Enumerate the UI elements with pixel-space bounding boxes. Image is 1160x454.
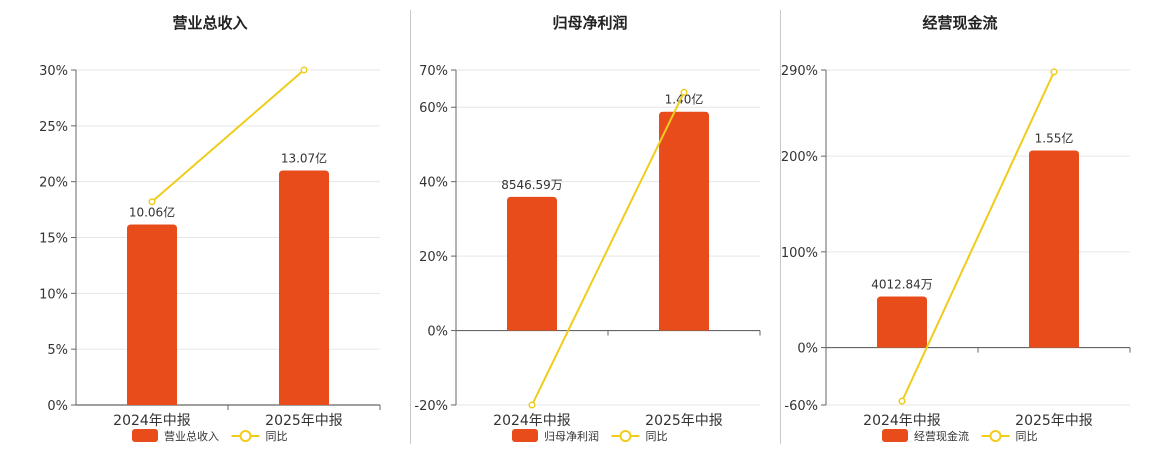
y-tick-label: 25% — [39, 120, 68, 135]
yoy-line — [901, 71, 1055, 402]
y-tick-label: 10% — [39, 287, 68, 302]
x-tick-label: 2024年中报 — [493, 413, 571, 429]
y-tick-label: -20% — [414, 399, 448, 414]
bar-value-label: 8546.59万 — [501, 178, 563, 192]
y-tick-label: 200% — [781, 150, 818, 165]
y-tick-label: 290% — [781, 64, 818, 79]
y-tick-label: 100% — [781, 246, 818, 261]
bar — [127, 224, 177, 405]
x-tick-label: 2025年中报 — [265, 413, 343, 429]
legend-line-label: 同比 — [646, 430, 668, 443]
yoy-point — [148, 198, 156, 206]
x-tick-label: 2024年中报 — [863, 413, 941, 429]
x-tick-label: 2024年中报 — [113, 413, 191, 429]
y-tick-label: 30% — [39, 64, 68, 79]
yoy-point — [528, 401, 536, 409]
chart-net-profit: -20% 0% 20% 40% 60% 70% 8546.59万 1.40亿 2024年中报 20… — [414, 64, 761, 443]
chart-revenue: 0% 5% 10% 15% 20% 25% 30% 10.06亿 13.07亿 2024年中报 20… — [39, 64, 381, 443]
x-tick-label: 2025年中报 — [1015, 413, 1093, 429]
legend-line-marker — [239, 430, 252, 442]
y-tick-label: 60% — [419, 101, 448, 116]
y-tick-label: 20% — [39, 176, 68, 191]
bar-value-label: 4012.84万 — [871, 278, 933, 292]
y-tick-label: 40% — [419, 176, 448, 191]
legend-bar-label: 经营现金流 — [914, 429, 969, 443]
y-tick-label: 15% — [39, 232, 68, 247]
bar-value-label: 10.06亿 — [129, 205, 175, 220]
bar-value-label: 1.55亿 — [1035, 130, 1074, 145]
chart-cash-flow: -60% 0% 100% 200% 290% 4012.84万 1.55亿 2024年中报 20… — [781, 64, 1131, 443]
legend-line-label: 同比 — [266, 430, 288, 443]
bar — [877, 296, 927, 348]
y-tick-label: 0% — [797, 342, 818, 357]
bar — [659, 111, 709, 331]
yoy-point — [1050, 68, 1058, 76]
x-tick-label: 2025年中报 — [645, 413, 723, 429]
bar-value-label: 13.07亿 — [281, 151, 327, 166]
yoy-point — [680, 88, 688, 96]
y-tick-label: 0% — [47, 399, 68, 414]
chart-panel-revenue: 营业总收入 0% 5% 10% 15% 20% 25% 30% 10.06亿 13.07亿 202… — [20, 0, 400, 450]
yoy-point — [898, 397, 906, 405]
legend-line-marker — [619, 430, 632, 442]
bar — [507, 196, 557, 331]
divider — [780, 10, 781, 444]
chart-title: 营业总收入 — [172, 14, 248, 32]
bar-value-label: 1.40亿 — [665, 92, 704, 107]
y-tick-label: -60% — [784, 399, 818, 414]
legend-bar-swatch — [512, 429, 538, 442]
legend-bar-label: 营业总收入 — [164, 429, 219, 443]
yoy-line — [151, 69, 305, 203]
yoy-line — [531, 91, 685, 406]
legend-bar-label: 归母净利润 — [544, 429, 599, 443]
chart-panel-net-profit: 归母净利润 -20% 0% 20% 40% 60% 70% 8546.59万 1.40亿 202… — [400, 0, 780, 450]
y-tick-label: 0% — [427, 325, 448, 340]
y-tick-label: 5% — [47, 343, 68, 358]
y-tick-label: 70% — [419, 64, 448, 79]
yoy-point — [300, 66, 308, 74]
divider — [410, 10, 411, 444]
legend-bar-swatch — [882, 429, 908, 442]
chart-title: 经营现金流 — [922, 14, 998, 32]
bar — [1029, 150, 1079, 348]
legend-line-label: 同比 — [1016, 430, 1038, 443]
bar — [279, 170, 329, 405]
y-tick-label: 20% — [419, 250, 448, 265]
legend-line-marker — [989, 430, 1002, 442]
chart-panel-cash-flow: 经营现金流 -60% 0% 100% 200% 290% 4012.84万 1.55亿 202… — [770, 0, 1150, 450]
chart-title: 归母净利润 — [552, 14, 628, 32]
legend-bar-swatch — [132, 429, 158, 442]
